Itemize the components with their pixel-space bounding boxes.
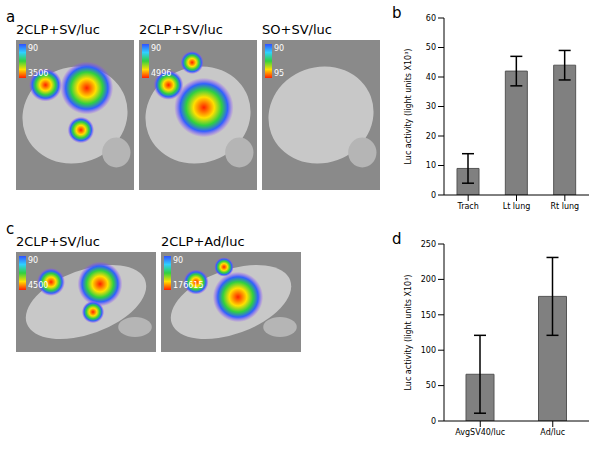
- html-text:90: 90: [173, 256, 184, 265]
- html-text:c: c: [6, 220, 15, 238]
- html-text:3506: 3506: [28, 69, 49, 78]
- svg-text:50: 50: [426, 381, 436, 390]
- svg-text:Rt lung: Rt lung: [550, 202, 579, 211]
- svg-text:0: 0: [431, 191, 436, 200]
- svg-text:Trach: Trach: [456, 202, 478, 211]
- svg-text:150: 150: [421, 311, 436, 320]
- svg-text:Ad/luc: Ad/luc: [540, 428, 565, 437]
- svg-text:30: 30: [426, 102, 436, 111]
- html-text:95: 95: [274, 69, 285, 78]
- svg-text:Luc activity (light units X10³: Luc activity (light units X10³): [404, 275, 413, 391]
- svg-text:200: 200: [421, 275, 436, 284]
- svg-text:Lt lung: Lt lung: [503, 202, 531, 211]
- svg-text:60: 60: [426, 14, 436, 23]
- svg-text:Luc activity (light units X10³: Luc activity (light units X10³): [404, 49, 413, 165]
- html-text:4996: 4996: [151, 69, 172, 78]
- html-text:2CLP+SV/luc: 2CLP+SV/luc: [139, 22, 223, 37]
- svg-text:50: 50: [426, 43, 436, 52]
- html-text:4500: 4500: [28, 281, 49, 290]
- html-text:d: d: [392, 230, 402, 248]
- svg-text:10: 10: [426, 161, 436, 170]
- svg-text:0: 0: [431, 417, 436, 426]
- html-text:2CLP+SV/luc: 2CLP+SV/luc: [16, 22, 100, 37]
- html-text:90: 90: [151, 44, 162, 53]
- svg-text:AvgSV40/luc: AvgSV40/luc: [455, 428, 505, 437]
- html-text:2CLP+SV/luc: 2CLP+SV/luc: [16, 234, 100, 249]
- html-text:176615: 176615: [173, 281, 204, 290]
- html-text:a: a: [6, 8, 16, 26]
- html-text:90: 90: [28, 44, 39, 53]
- html-text:90: 90: [274, 44, 285, 53]
- svg-text:100: 100: [421, 346, 436, 355]
- html-text:SO+SV/luc: SO+SV/luc: [262, 22, 332, 37]
- html-text:2CLP+Ad/luc: 2CLP+Ad/luc: [161, 234, 245, 249]
- html-text:90: 90: [28, 256, 39, 265]
- svg-text:250: 250: [421, 240, 436, 249]
- svg-text:40: 40: [426, 73, 436, 82]
- html-text:b: b: [392, 4, 402, 22]
- svg-text:20: 20: [426, 132, 436, 141]
